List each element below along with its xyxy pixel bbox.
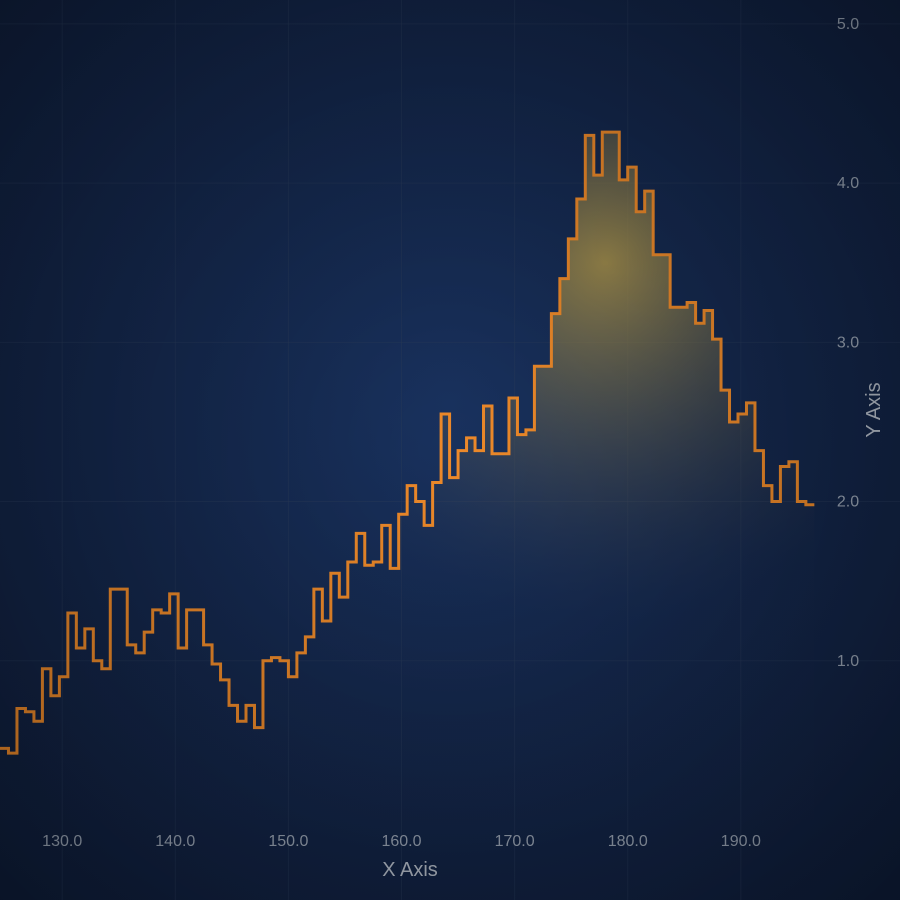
y-tick-label: 1.0 bbox=[837, 653, 859, 670]
chart-container: 130.0 140.0 150.0 160.0 170.0 180.0 190.0 X Axi… bbox=[0, 0, 900, 900]
x-axis-label: X Axis bbox=[382, 859, 438, 881]
y-tick-label: 3.0 bbox=[837, 334, 859, 351]
x-tick-label: 180.0 bbox=[608, 833, 648, 850]
y-tick-label: 5.0 bbox=[837, 16, 859, 33]
step-area-chart: 130.0 140.0 150.0 160.0 170.0 180.0 190.0 X Axi… bbox=[0, 0, 900, 900]
x-tick-label: 150.0 bbox=[268, 833, 308, 850]
x-tick-label: 160.0 bbox=[381, 833, 421, 850]
x-tick-label: 140.0 bbox=[155, 833, 195, 850]
x-tick-label: 190.0 bbox=[721, 833, 761, 850]
y-tick-label: 4.0 bbox=[837, 175, 859, 192]
x-tick-label: 130.0 bbox=[42, 833, 82, 850]
y-axis-label: Y Axis bbox=[863, 382, 885, 437]
x-tick-label: 170.0 bbox=[495, 833, 535, 850]
y-tick-label: 2.0 bbox=[837, 494, 859, 511]
